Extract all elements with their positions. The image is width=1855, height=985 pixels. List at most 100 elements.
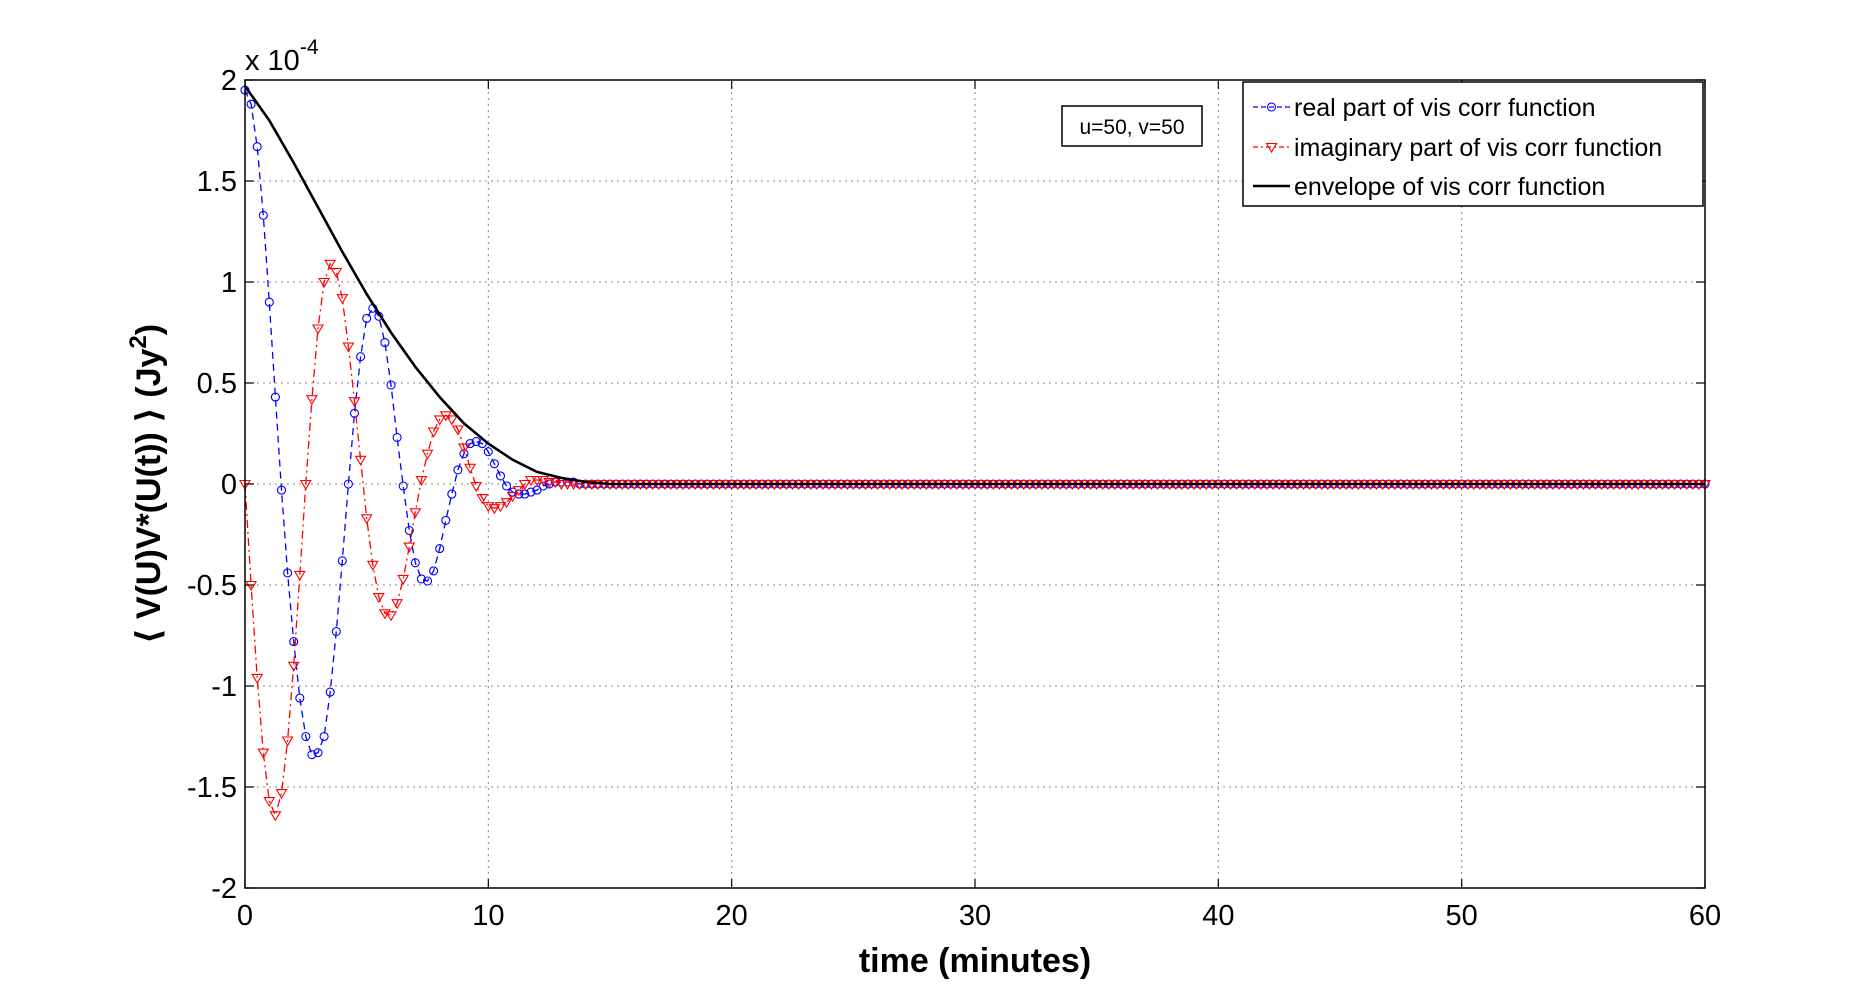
data-point [293,570,306,581]
data-point [585,479,598,491]
y-tick-label: 2 [221,65,237,97]
data-point [336,294,349,305]
data-point [356,352,366,362]
y-tick-label: 1.5 [197,166,237,198]
data-point [330,267,343,278]
data-point [506,492,519,503]
data-point [494,502,507,513]
legend-label: envelope of vis corr function [1294,173,1605,201]
data-point [410,558,420,568]
data-point [470,481,483,493]
data-point [464,463,477,474]
data-point [391,599,404,610]
data-point [299,479,312,491]
y-tick-label: -2 [211,873,237,905]
data-point [257,748,270,759]
data-point [307,750,317,760]
data-point [276,485,287,495]
annotation-frame [1061,105,1203,147]
data-point [555,479,568,491]
data-point [435,544,445,554]
x-tick-label: 50 [1446,900,1478,932]
data-point [538,481,548,491]
data-point [318,277,331,289]
x-tick-label: 30 [959,900,991,932]
data-point [476,494,489,505]
data-point [386,380,396,390]
data-point [337,556,347,566]
data-point [433,415,446,426]
data-point [348,397,361,408]
y-tick-label: -1.5 [187,772,237,804]
data-point [451,425,464,436]
data-point [289,637,299,647]
data-point [524,475,537,487]
series-line [243,85,1705,486]
data-point [313,748,323,758]
y-tick-label: 0.5 [197,368,237,400]
data-point [579,479,592,491]
data-point [514,489,524,499]
data-point [312,324,324,335]
legend-marker [1266,102,1277,112]
data-point [422,576,433,586]
data-point [591,479,604,491]
data-point [251,673,264,684]
data-point [354,455,367,466]
legend-item-2: imaginary part of vis corr function [1253,134,1662,162]
data-point [362,313,372,323]
x-tick-label: 60 [1689,900,1721,932]
series-line [244,262,1705,818]
legend-label: real part of vis corr function [1294,94,1596,122]
data-point [403,542,416,553]
data-point [385,611,397,622]
data-point [398,481,408,491]
data-point [372,593,385,604]
data-point [488,504,501,515]
series-3 [243,85,1705,486]
data-point [441,515,451,525]
data-point [324,259,337,270]
data-point [421,449,434,460]
data-point [283,568,293,578]
data-point [342,342,355,353]
x-tick-label: 20 [716,900,748,932]
data-point [295,693,305,703]
data-point [427,427,440,438]
data-point [245,580,258,592]
y-axis-label: ⟨ V(U)V*(U(t)) ⟩ (Jy2) [125,324,168,644]
data-point [281,736,294,747]
data-point [518,479,531,491]
data-point [445,415,458,426]
legend-marker [1265,142,1278,154]
data-point [331,626,341,637]
data-point [447,489,457,499]
data-point [264,297,274,307]
data-point [502,481,512,491]
y-tick-label: -1 [211,671,237,703]
data-point [429,566,439,576]
data-point [319,731,329,742]
y-tick-label: 0 [221,469,237,501]
data-point [263,797,276,808]
x-tick-label: 0 [237,900,253,932]
data-point [531,475,543,487]
data-point [404,525,414,536]
x-tick-label: 40 [1202,900,1234,932]
data-point [270,392,280,402]
x-axis-label: time (minutes) [859,942,1091,980]
legend-item-1: real part of vis corr function [1253,94,1596,122]
legend-label: imaginary part of vis corr function [1294,134,1662,162]
data-point [416,574,426,584]
x-tick-label: 10 [472,900,504,932]
data-point [275,789,288,800]
data-point [325,687,335,697]
legend-frame [1242,81,1704,207]
y-tick-label: 1 [221,267,237,299]
axis-ticks: 0 10 20 30 40 50 60 -2 -1.5 -1 -0.5 0 0.5 1 1.5 2 [187,65,1721,932]
data-point [287,661,300,672]
data-point [561,479,574,491]
data-point [458,443,470,454]
data-point [483,447,493,457]
